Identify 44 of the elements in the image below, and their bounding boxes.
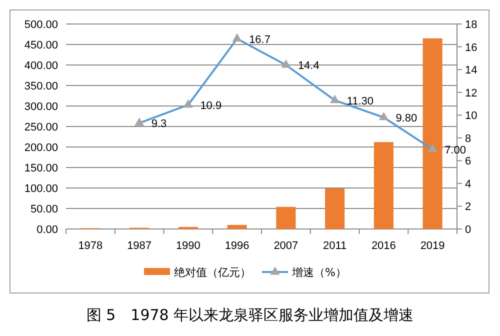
y-tick-label: 50.00: [30, 204, 58, 216]
y2-tick-label: 10: [465, 110, 478, 122]
legend-label: 绝对值（亿元）: [174, 266, 251, 279]
bar: [422, 38, 442, 229]
y-tick-label: 150.00: [24, 162, 58, 174]
data-label: 16.7: [249, 34, 270, 46]
y-tick-label: 300.00: [24, 101, 58, 113]
data-label: 11.30: [346, 95, 374, 108]
x-tick-label: 2007: [274, 240, 298, 252]
y2-tick-label: 8: [465, 132, 472, 145]
y-tick-label: 400.00: [24, 60, 58, 72]
bar: [227, 224, 247, 229]
y2-tick-label: 14: [465, 64, 478, 77]
data-label: 9.3: [151, 118, 167, 130]
y-tick-label: 350.00: [24, 80, 58, 92]
y2-tick-label: 6: [465, 156, 472, 168]
legend-label: 增速（%）: [291, 266, 346, 279]
y-tick-label: 200.00: [24, 142, 58, 154]
y2-tick-label: 4: [465, 178, 472, 190]
x-tick-label: 2019: [420, 240, 445, 252]
y-tick-label: 500.00: [24, 19, 58, 31]
caption: 图 5 1978 年以来龙泉驿区服务业增加值及增速: [86, 306, 414, 324]
y-tick-label: 100.00: [24, 183, 58, 195]
x-tick-label: 2011: [322, 240, 347, 252]
x-tick-label: 1978: [78, 240, 103, 252]
x-tick-label: 1990: [176, 240, 200, 252]
x-tick-label: 1987: [127, 240, 152, 252]
data-label: 7.00: [444, 144, 466, 156]
bar: [276, 206, 296, 229]
y2-tick-label: 16: [465, 42, 478, 54]
y2-tick-label: 0: [465, 224, 472, 236]
y-tick-label: 450.00: [24, 40, 58, 52]
y-tick-label: 0.00: [36, 224, 58, 236]
y2-tick-label: 2: [465, 201, 472, 214]
x-tick-label: 2016: [371, 240, 396, 252]
x-tick-label: 1996: [224, 240, 250, 252]
data-label: 9.80: [396, 112, 418, 124]
y2-tick-label: 18: [465, 19, 478, 31]
data-label: 14.4: [298, 60, 320, 72]
data-label: 10.9: [200, 100, 222, 112]
y2-tick-label: 12: [465, 87, 478, 100]
bar: [325, 188, 345, 229]
bar: [374, 142, 394, 229]
y-tick-label: 250.00: [24, 122, 58, 134]
